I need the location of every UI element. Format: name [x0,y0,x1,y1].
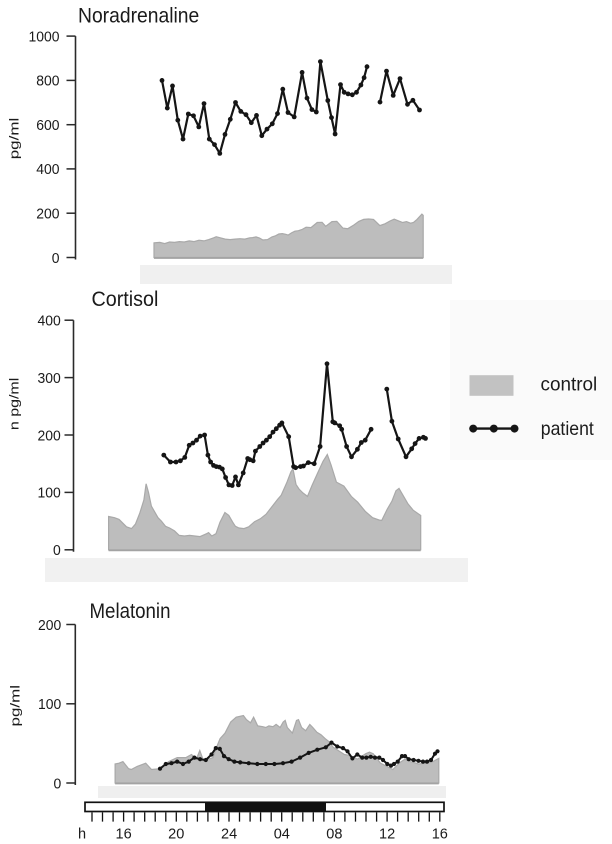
svg-text:04: 04 [274,826,290,842]
svg-text:400: 400 [36,162,59,179]
svg-text:200: 200 [36,206,59,223]
svg-text:100: 100 [38,485,61,502]
svg-text:1000: 1000 [29,29,60,46]
svg-text:200: 200 [38,428,61,445]
svg-text:300: 300 [38,370,61,387]
svg-text:Noradrenaline: Noradrenaline [78,5,199,28]
svg-text:100: 100 [38,697,61,714]
svg-text:800: 800 [36,73,59,90]
svg-text:0: 0 [54,776,62,793]
svg-text:0: 0 [52,250,60,267]
svg-text:0: 0 [53,543,61,560]
svg-text:24: 24 [221,826,237,842]
svg-text:600: 600 [36,118,59,135]
svg-text:12: 12 [379,826,395,842]
svg-text:16: 16 [116,826,132,842]
svg-text:n pg/ml: n pg/ml [8,378,22,430]
svg-text:20: 20 [168,826,184,842]
svg-text:400: 400 [38,313,61,330]
svg-text:Melatonin: Melatonin [90,600,171,623]
svg-text:200: 200 [38,617,61,634]
svg-text:08: 08 [326,826,342,842]
svg-text:pg/ml: pg/ml [7,118,22,160]
svg-text:control: control [541,374,598,395]
svg-text:pg/ml: pg/ml [8,685,23,727]
svg-text:Cortisol: Cortisol [92,288,159,311]
svg-text:patient: patient [541,417,594,439]
svg-text:h: h [78,826,86,842]
svg-text:16: 16 [432,826,448,842]
